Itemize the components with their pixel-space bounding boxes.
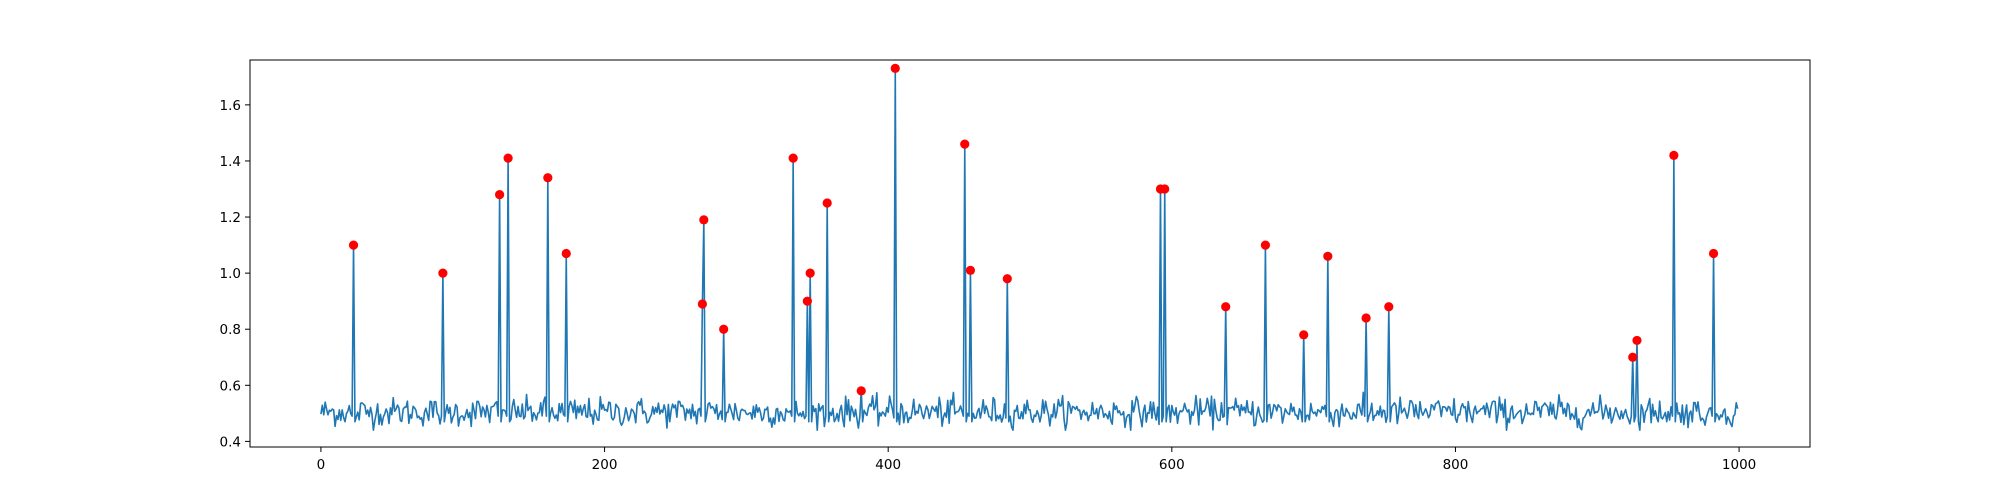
peak-marker [1221,302,1231,312]
peak-marker [495,190,505,200]
peak-marker [802,296,812,306]
peak-marker [719,324,729,334]
x-tick-label: 0 [317,457,326,473]
peak-marker [960,139,970,149]
x-tick-label: 400 [875,457,901,473]
y-tick-label: 0.8 [220,322,241,338]
peak-marker [1323,251,1333,261]
peak-marker [561,248,571,259]
y-tick-label: 0.4 [220,434,241,450]
axes-frame [249,59,1811,448]
peak-marker [1260,240,1271,250]
peak-marker [543,173,553,183]
peak-marker [697,299,708,309]
x-tick-label: 200 [592,457,618,473]
y-tick-label: 1.6 [220,98,241,114]
peak-marker [822,198,832,208]
x-tick-label: 800 [1443,457,1469,473]
signal-series-line [320,67,1739,431]
peak-marker [1669,150,1679,160]
peak-marker [1384,302,1394,312]
peak-marker [890,63,900,74]
peak-marker [1160,184,1170,194]
y-tick-label: 1.2 [220,210,241,226]
x-tick-label: 600 [1159,457,1185,473]
peak-marker [1299,330,1309,340]
peak-marker [699,215,709,225]
peak-marker [1632,335,1642,346]
peak-marker [1002,274,1012,284]
y-tick-label: 1.0 [220,266,241,282]
y-tick-label: 1.4 [220,154,241,170]
peak-marker [1628,352,1638,362]
peak-marker [965,265,976,275]
peak-marker [1708,248,1719,259]
peak-marker [348,240,359,250]
y-tick-label: 0.6 [220,378,241,394]
peak-marker [503,153,513,163]
peak-marker [438,268,448,278]
peak-marker [805,268,815,278]
plot-area [250,60,1810,447]
peak-marker [1361,313,1371,323]
peak-marker [856,386,866,396]
x-tick-label: 1000 [1722,457,1756,473]
peak-marker [788,153,798,163]
